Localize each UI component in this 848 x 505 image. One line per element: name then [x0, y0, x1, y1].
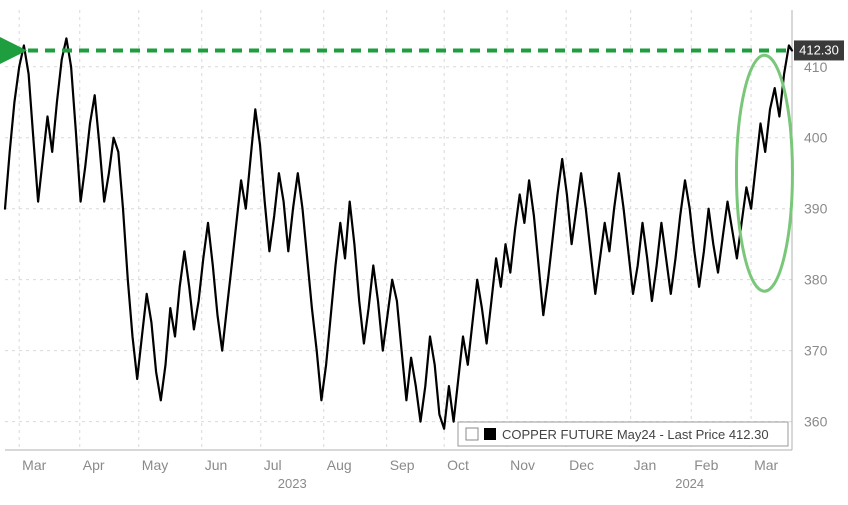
- x-tick-label: May: [142, 457, 168, 473]
- y-tick-label: 410: [804, 59, 828, 75]
- x-tick-label: Sep: [390, 457, 415, 473]
- y-tick-label: 400: [804, 130, 828, 146]
- x-tick-label: Nov: [510, 457, 535, 473]
- y-tick-label: 370: [804, 343, 828, 359]
- x-tick-label: Mar: [754, 457, 778, 473]
- x-tick-label: Jan: [634, 457, 657, 473]
- x-tick-label: Oct: [447, 457, 469, 473]
- y-tick-label: 380: [804, 272, 828, 288]
- x-tick-label: Apr: [83, 457, 105, 473]
- price-flag-value: 412.30: [799, 42, 839, 57]
- x-tick-label: Jul: [264, 457, 282, 473]
- year-label: 2024: [675, 476, 704, 491]
- x-tick-label: Dec: [569, 457, 594, 473]
- y-tick-label: 360: [804, 414, 828, 430]
- legend-series-swatch: [484, 428, 496, 440]
- x-tick-label: Jun: [205, 457, 228, 473]
- year-label: 2023: [278, 476, 307, 491]
- x-tick-label: Mar: [22, 457, 46, 473]
- legend-label: COPPER FUTURE May24 - Last Price 412.30: [502, 427, 769, 442]
- legend-checkbox-icon: [466, 428, 478, 440]
- chart-svg: 360 370 380 390 400 410 Mar Apr May Jun Jul Aug Sep O…: [0, 0, 848, 505]
- copper-price-chart: 360 370 380 390 400 410 Mar Apr May Jun Jul Aug Sep O…: [0, 0, 848, 505]
- y-tick-label: 390: [804, 201, 828, 217]
- x-tick-label: Feb: [694, 457, 718, 473]
- x-tick-label: Aug: [327, 457, 352, 473]
